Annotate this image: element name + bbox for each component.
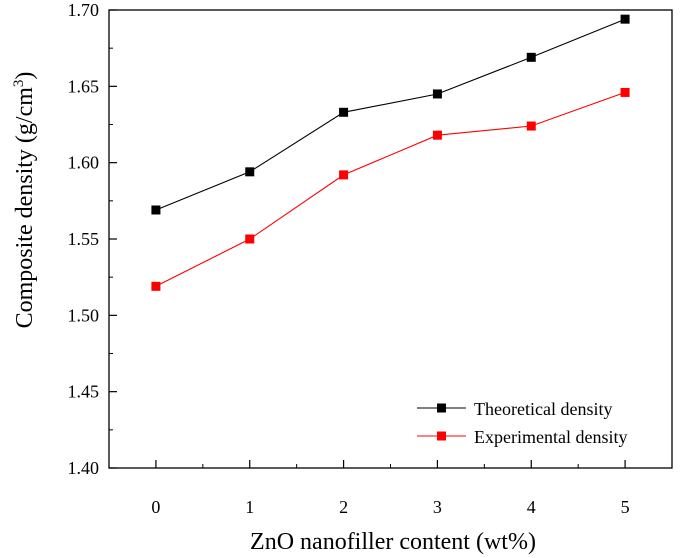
data-point-series-0 <box>432 89 442 99</box>
series-line-0 <box>155 18 626 211</box>
data-point-series-1 <box>620 87 630 97</box>
y-tick-label: 1.60 <box>68 153 100 173</box>
legend-label-1: Experimental density <box>474 427 627 447</box>
data-point-series-1 <box>526 121 536 131</box>
y-axis-label-main: Composite density (g/cm <box>12 87 38 329</box>
data-point-series-0 <box>151 205 161 215</box>
data-point-series-0 <box>245 167 255 177</box>
y-tick-label: 1.40 <box>68 458 100 478</box>
data-point-series-1 <box>339 170 349 180</box>
legend-label-0: Theoretical density <box>474 399 612 419</box>
ticks-layer: 1.40 1.45 1.50 1.55 1.60 1.65 1.70 0 1 2 3 4 5 <box>68 0 630 517</box>
y-tick-label: 1.55 <box>68 229 100 249</box>
data-point-series-1 <box>151 281 161 291</box>
y-tick-label: 1.65 <box>68 76 100 96</box>
x-tick-label: 1 <box>245 497 254 517</box>
data-point-series-0 <box>526 52 536 62</box>
data-point-series-1 <box>245 234 255 244</box>
x-tick-label: 0 <box>151 497 160 517</box>
x-axis-label: ZnO nanofiller content (wt%) <box>250 529 536 555</box>
y-axis-label-close: ) <box>12 72 38 80</box>
series-layer <box>151 14 630 291</box>
y-tick-label: 1.70 <box>68 0 100 20</box>
y-axis-label: Composite density (g/cm3) <box>11 72 38 329</box>
y-tick-label: 1.50 <box>68 305 100 325</box>
x-tick-label: 5 <box>621 497 630 517</box>
y-tick-label: 1.45 <box>68 382 100 402</box>
data-point-series-1 <box>432 130 442 140</box>
x-tick-label: 4 <box>527 497 536 517</box>
x-tick-label: 2 <box>339 497 348 517</box>
y-axis-label-superscript: 3 <box>11 80 27 88</box>
series-line-1 <box>155 91 626 287</box>
x-tick-label: 3 <box>433 497 442 517</box>
legend-marker-1 <box>437 431 446 441</box>
data-point-series-0 <box>620 14 630 24</box>
legend-marker-0 <box>437 403 446 413</box>
data-point-series-0 <box>339 107 349 117</box>
legend: Theoretical density Experimental density <box>417 399 627 447</box>
